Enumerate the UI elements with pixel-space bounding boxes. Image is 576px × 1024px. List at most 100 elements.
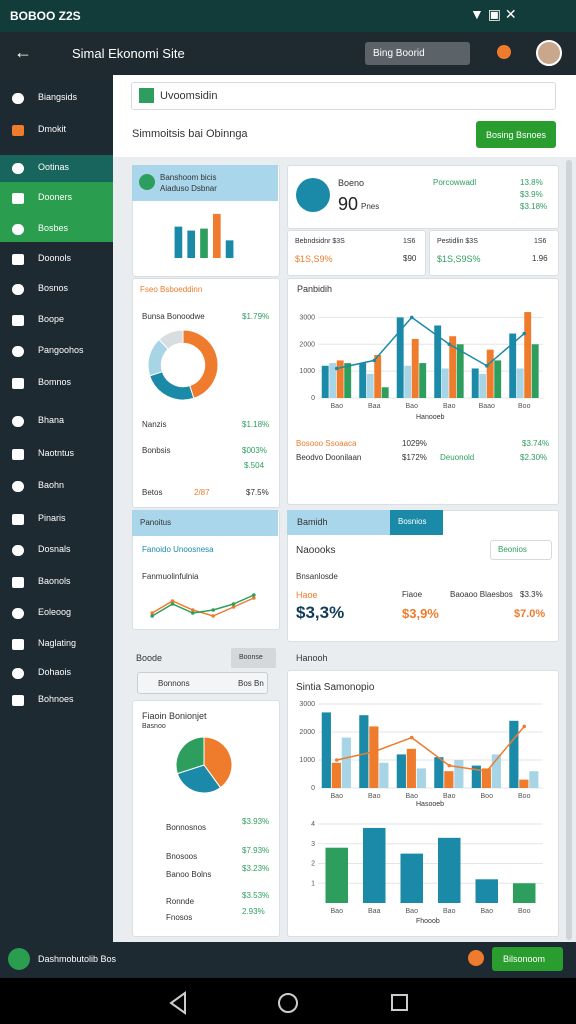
status-bar [0,0,576,32]
header-search[interactable] [131,82,556,110]
header-search-text: Uvoomsidin [160,90,218,102]
avatar[interactable] [536,40,562,66]
y-tick-label: 4 [311,821,315,828]
search-box[interactable] [365,42,470,65]
sidebar-item[interactable]: Bomnos [38,377,72,387]
sidebar-item[interactable]: Ootinas [38,162,70,172]
sidebar-icon [12,193,24,204]
card-title: Panoitus [140,518,172,527]
bar [174,226,183,258]
bar [363,827,386,903]
card-subtitle: Bnsanlosde [296,572,338,581]
point [150,614,154,618]
sidebar-item[interactable]: Baohn [38,480,65,490]
donut-chart [147,329,219,401]
combo-chart: 0 1000 2000 3000 Bao Bao Bao Bao Boo Boo [299,701,543,800]
back-button[interactable]: ← [14,42,32,62]
x-tick-label: Bao [443,403,456,410]
sidebar-item[interactable]: Pinaris [38,513,66,523]
sidebar-item[interactable]: Bosbes [38,223,69,233]
search-text: Beonios [498,545,527,554]
row-value: $1.18% [242,420,270,429]
header-subtitle: Simmoitsis bai Obinnga [132,128,248,140]
sidebar-icon [12,125,24,136]
card-label: Haoe [296,590,318,600]
nav-back[interactable] [169,991,186,1015]
bar [200,228,208,258]
sidebar-icon [12,378,24,389]
bar [531,344,539,398]
bar [396,317,404,398]
input-text: Bonnons [158,679,190,688]
card-title: Panbidih [297,284,333,294]
slice [158,329,184,350]
bar [411,338,419,398]
notification-icon[interactable] [497,45,511,59]
header-button[interactable] [476,121,556,148]
header-button-text: Bosing Bsnoes [486,130,547,140]
bottom-icon[interactable] [468,950,484,966]
sidebar-item[interactable]: Boope [38,314,65,324]
sidebar-item[interactable]: Naotntus [38,448,75,458]
sidebar-item[interactable]: Bosnos [38,283,69,293]
sidebar-item[interactable]: Baonols [38,576,71,586]
card-label: Fanmuolinfulnia [142,572,199,581]
point [522,331,527,336]
sidebar-icon [12,284,24,295]
sidebar-item[interactable]: Naglating [38,638,77,648]
card-icon [296,178,330,212]
row-label: Bonnosnos [166,823,207,832]
sidebar-icon [12,315,24,326]
sidebar-item[interactable]: Dooners [38,192,73,202]
sidebar-item[interactable]: Bohnoes [38,694,74,704]
stat-value: 1S6 [403,238,416,245]
button[interactable] [231,648,276,668]
sidebar-item[interactable]: Biangsids [38,92,78,102]
bar [491,754,501,788]
sidebar-item[interactable]: Doonols [38,253,72,263]
sidebar-item[interactable]: Eoleoog [38,607,72,617]
search-box[interactable] [490,540,552,560]
sidebar-icon [12,608,24,619]
sidebar-item[interactable]: Bhana [38,415,65,425]
chart-caption: Hasooeb [416,801,445,808]
point [191,611,195,615]
x-tick-label: Baa [368,908,381,915]
bar [225,240,234,258]
card-header [132,510,278,536]
nav-icons [169,991,408,1015]
bar [369,726,379,788]
input-hint: Bos Bn [238,679,264,688]
sidebar-item[interactable]: Dmokit [38,124,67,134]
sidebar-item[interactable]: Dohaois [38,667,72,677]
tab[interactable] [287,510,390,535]
point [334,366,339,371]
y-tick-label: 2000 [299,729,315,736]
point [372,358,377,363]
input[interactable] [137,672,268,694]
row-label: Betos [142,488,163,497]
card-title: Fiaoin Bonionjet [142,711,207,721]
x-tick-label: Boo [518,793,531,800]
stat-value: 1S6 [534,238,547,245]
row-value: $.504 [244,461,265,470]
tab[interactable] [390,510,443,535]
card-title: Fseo Bsboeddinn [140,285,203,294]
bottom-button[interactable] [492,947,563,971]
bar [406,748,416,788]
section-title: Hanooh [296,653,328,663]
sidebar-item[interactable]: Pangoohos [38,345,84,355]
nav-home[interactable] [278,993,298,1013]
search-placeholder: Bing Boorid [373,48,425,59]
nav-recent[interactable] [391,994,408,1011]
slice [175,736,205,775]
legend-label: Bosooo Ssoaaca [296,439,357,448]
mini-bar-chart [174,213,234,258]
sidebar-icon [12,545,24,556]
sidebar-item[interactable]: Dosnals [38,544,71,554]
nav-bar [0,978,576,1024]
row-label: Ronnde [166,897,195,906]
row-label: Bonbsis [142,446,171,455]
combo-chart: 0 1000 2000 3000 Bao Baa Bao Bao Baao Boo [299,312,543,410]
